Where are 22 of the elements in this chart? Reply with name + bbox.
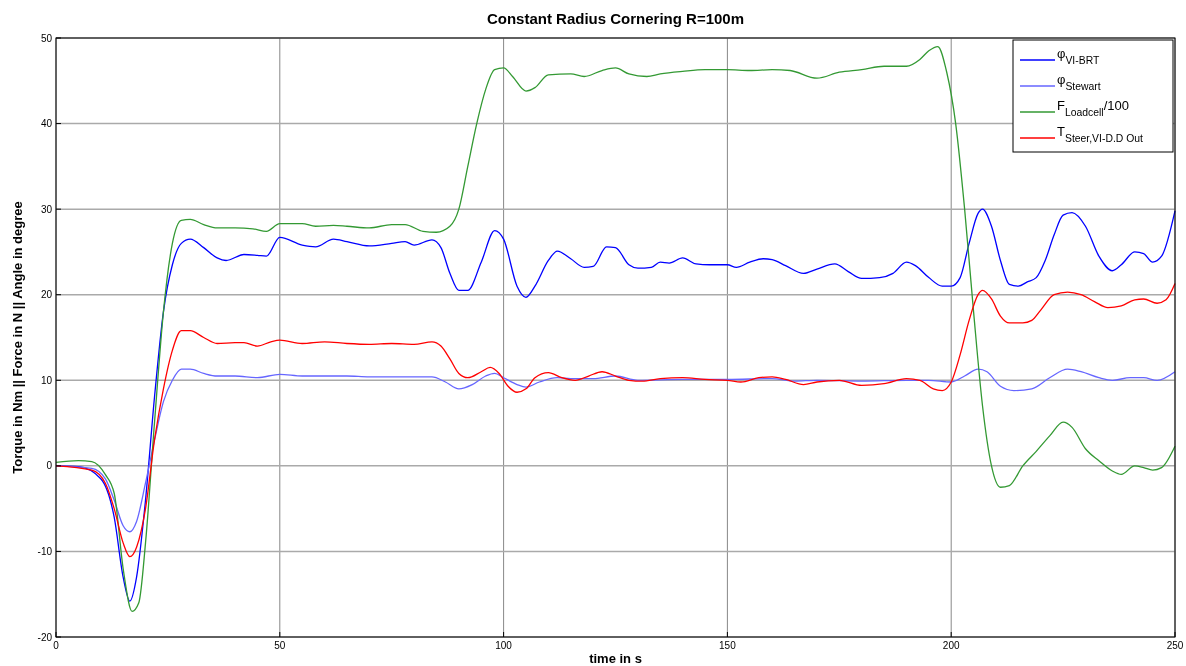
- x-tick-label: 250: [1166, 640, 1184, 651]
- y-tick-label: 0: [46, 460, 53, 472]
- y-tick-label: 20: [40, 289, 53, 301]
- chart-title: Constant Radius Cornering R=100m: [486, 10, 745, 27]
- y-tick-label: 50: [40, 32, 53, 44]
- y-tick-label: 40: [40, 118, 53, 130]
- x-tick-label: 50: [274, 640, 286, 651]
- x-tick-label: 150: [719, 640, 737, 651]
- x-axis-title: time in s: [589, 651, 642, 666]
- x-tick-label: 0: [53, 640, 60, 651]
- legend-label: φ$_{Stewart}$: [1057, 72, 1101, 92]
- legend-label: T$_{Steer,VI-D.D Out}$: [1057, 124, 1144, 144]
- y-tick-label: 30: [40, 203, 53, 215]
- y-tick-label: 10: [40, 374, 53, 386]
- y-axis-title: Torque in Nm || Force in N || Angle in degree: [10, 201, 25, 474]
- legend-label: φ$_{VI-BRT}$: [1057, 46, 1100, 66]
- legend-label: F$_{Loadcell}$/100: [1057, 98, 1129, 118]
- x-tick-label: 100: [495, 640, 513, 651]
- y-tick-label: -10: [37, 545, 53, 557]
- y-tick-label: -20: [37, 631, 53, 643]
- x-tick-label: 200: [942, 640, 960, 651]
- line-series: [55, 45, 1176, 612]
